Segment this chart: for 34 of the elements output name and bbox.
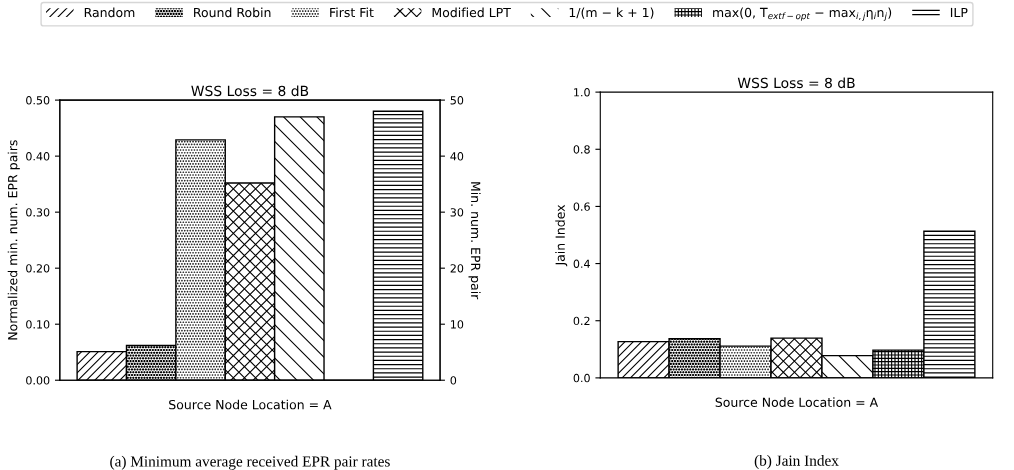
legend-label: ILP <box>950 7 968 17</box>
y-tick-label: 0.10 <box>26 320 50 329</box>
y-tick-label: 1.0 <box>574 88 590 97</box>
legend-label: First Fit <box>330 7 374 18</box>
legend-label: 1/(m − k + 1) <box>569 7 654 19</box>
y-tick-label: 0.2 <box>573 316 590 326</box>
y2-tick-label: 20 <box>450 264 464 273</box>
y-tick-label: 0.40 <box>26 152 50 161</box>
legend-label: Round Robin <box>194 7 271 18</box>
y2-tick-label: 30 <box>450 208 464 217</box>
y-tick-label: 0.00 <box>26 376 50 385</box>
y-tick-label: 0.0 <box>573 373 590 383</box>
text: max(0, T$_{extf−opt}$ − max$_{i,j}$η$_{i}$n$_{j}$) <box>713 7 892 21</box>
text: (a) Minimum average received EPR pair rates <box>110 455 390 470</box>
y-tick-label: 0.30 <box>26 208 50 217</box>
y-tick-label: 0.4 <box>573 259 590 268</box>
legend-label: Random <box>84 7 135 18</box>
y2-tick-label: 0 <box>450 376 457 385</box>
x-axis-title: Source Node Location = A <box>169 399 332 410</box>
legend-label: Modified LPT <box>432 7 511 18</box>
y-axis-title: Jain Index <box>555 204 568 267</box>
chart-title: WSS Loss = 8 dB <box>737 77 855 89</box>
y-axis-title: Normalized min. num. EPR pairs <box>7 140 20 340</box>
chart-title: WSS Loss = 8 dB <box>191 85 309 97</box>
y-tick-label: 0.50 <box>26 96 50 105</box>
y2-axis-title: Min. num. EPR pair <box>468 182 481 300</box>
y2-tick-label: 40 <box>450 152 464 161</box>
y2-tick-label: 50 <box>450 96 464 105</box>
y-tick-label: 0.20 <box>26 264 50 273</box>
y-tick-label: 0.8 <box>573 145 590 154</box>
text: (b) Jain Index <box>754 455 839 469</box>
x-axis-title: Source Node Location = A <box>715 397 879 407</box>
y-tick-label: 0.6 <box>573 202 590 211</box>
y2-tick-label: 10 <box>451 320 464 329</box>
